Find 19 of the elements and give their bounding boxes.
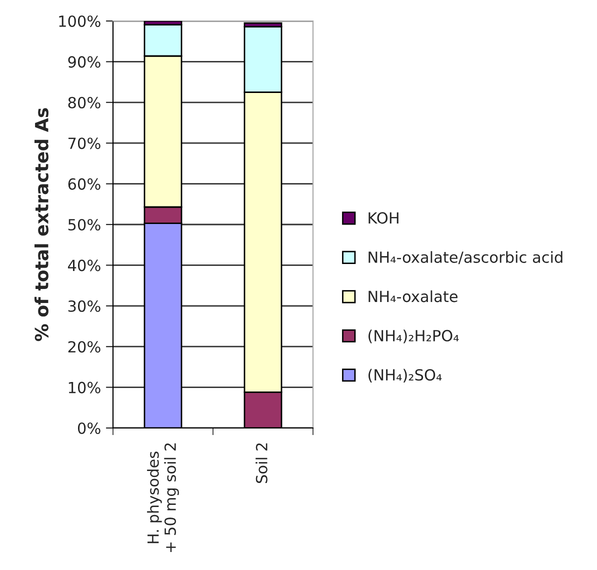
legend-label: NH₄-oxalate/ascorbic acid	[368, 251, 562, 264]
y-tick-label: 90%	[68, 56, 100, 68]
y-tick-label: 80%	[68, 96, 100, 108]
legend-label: KOH	[368, 212, 398, 224]
y-tick-label: 100%	[59, 15, 100, 28]
y-tick-label: 50%	[68, 218, 100, 231]
x-tick-label: Soil 2	[256, 443, 268, 483]
legend-label: (NH₄)₂H₂PO₄	[368, 330, 459, 344]
y-tick-label: 60%	[68, 178, 100, 190]
y-axis-title: % of total extracted As	[34, 108, 48, 342]
y-tick-label: 30%	[68, 300, 100, 312]
x-tick-label: H. physodes + 50 mg soil 2	[147, 443, 179, 552]
y-tick-label: 0%	[78, 422, 100, 434]
legend-label: NH₄-oxalate	[368, 290, 458, 302]
y-tick-label: 10%	[68, 382, 100, 394]
legend-label: (NH₄)₂SO₄	[368, 368, 442, 382]
y-tick-label: 70%	[68, 138, 100, 150]
y-tick-label: 40%	[68, 260, 100, 272]
y-tick-label: 20%	[68, 341, 100, 353]
